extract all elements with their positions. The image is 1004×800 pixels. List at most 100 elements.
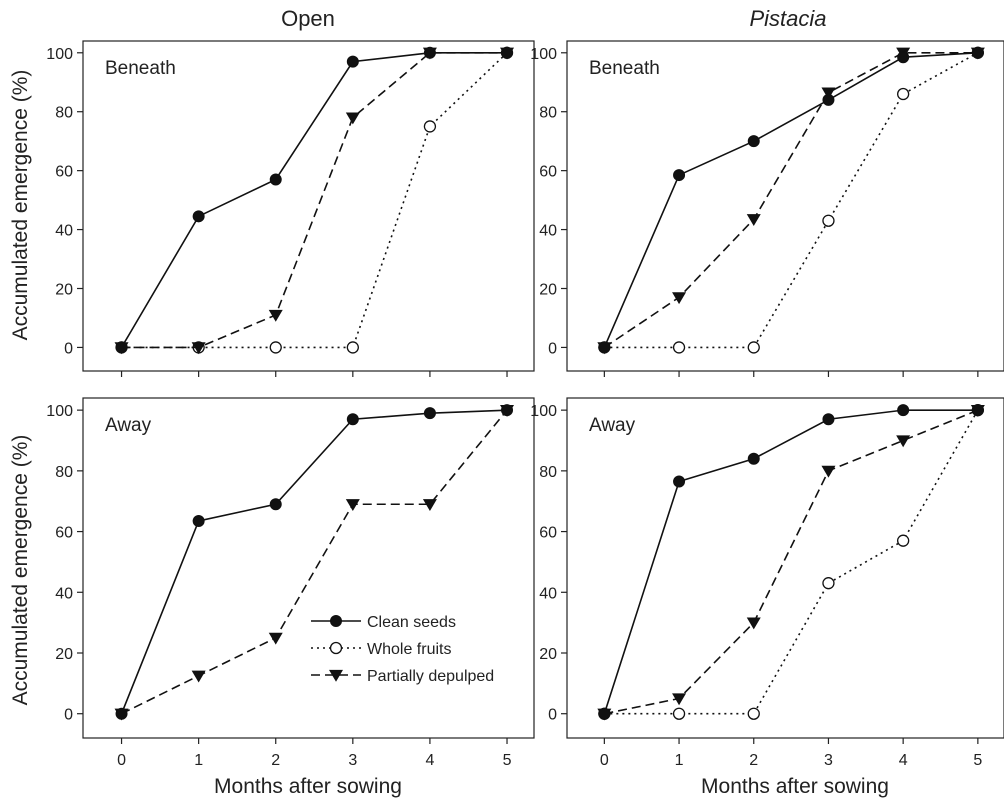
plot-frame [82,397,535,739]
plot-frame [82,40,535,372]
series-clean [115,46,514,354]
y-tick-label: 80 [539,105,557,122]
y-tick-label: 0 [548,707,557,724]
legend: Clean seeds Whole fruits Partially depulpe… [311,614,494,685]
data-point-whole [346,341,359,354]
data-point-whole [822,577,835,590]
panel-label: Away [589,415,636,436]
series-partial [597,405,985,721]
data-point-clean [192,514,205,527]
panel-2: Beneath 0 20 40 60 80 100 [530,40,1004,377]
y-tick-label: 20 [55,282,73,299]
y-tick-label: 0 [64,340,73,357]
plot-frame [566,40,1004,372]
data-point-partial [191,342,206,355]
data-point-whole [822,214,835,227]
data-point-partial [268,309,283,322]
y-tick-label: 60 [539,525,557,542]
series-clean [115,404,514,720]
x-tick-label: 3 [348,752,357,769]
panels: Beneath020406080100Beneath020406080100Aw… [46,40,1004,769]
series-whole [115,46,514,354]
data-point-clean [822,93,835,106]
data-point-whole [672,341,686,354]
x-tick-label: 1 [675,752,684,769]
data-point-whole [672,707,686,720]
data-point-clean [192,210,205,223]
plot-frame [566,397,1004,739]
series-partial [597,47,985,355]
legend-label-clean: Clean seeds [367,614,456,631]
series-line-partial [121,51,508,349]
y-tick-label: 40 [55,223,73,240]
y-tick-label: 40 [539,585,557,602]
x-tick-label: 4 [899,752,908,769]
series-partial [114,47,515,355]
legend-marker-partial [329,669,343,682]
data-point-clean [598,341,611,354]
y-tick-label: 80 [539,464,557,481]
data-point-clean [747,452,760,465]
panel-label: Beneath [105,58,176,79]
legend-label-partial: Partially depulped [367,668,494,685]
y-tick-label: 40 [539,223,557,240]
data-point-clean [501,404,514,417]
data-point-clean [501,46,514,59]
data-point-partial [672,292,687,305]
data-point-clean [269,173,282,186]
y-tick-label: 60 [55,525,73,542]
series-line-partial [604,409,979,715]
series-clean [598,404,984,720]
series-line-clean [603,51,978,348]
data-point-partial [422,499,437,512]
legend-marker-clean [330,615,342,627]
data-point-partial [821,87,836,100]
data-point-partial [896,435,911,448]
y-tick-label: 0 [64,707,73,724]
data-point-partial [191,670,206,683]
data-point-partial [672,693,687,706]
data-point-whole [897,87,910,101]
panel-4: Away 0 20 40 60 80 100 0 1 2 3 4 5 [530,397,1004,769]
series-line-clean [603,409,978,714]
data-point-clean [346,413,359,426]
series-line-clean [120,409,508,715]
data-point-whole [897,534,910,547]
data-point-clean [598,707,611,720]
x-tick-label: 1 [194,752,203,769]
x-axis-label-right: Months after sowing [701,775,889,798]
data-point-partial [345,499,360,512]
data-point-clean [822,413,835,426]
data-point-clean [971,46,984,59]
data-point-clean [747,135,760,148]
data-point-clean [115,707,128,720]
y-axis-label-bottom: Accumulated emergence (%) [9,435,32,706]
panel-label: Away [105,415,152,436]
data-point-clean [971,404,984,417]
y-tick-label: 100 [46,403,73,420]
data-point-clean [673,475,686,488]
y-tick-label: 40 [55,585,73,602]
data-point-partial [821,465,836,478]
y-tick-label: 0 [548,340,557,357]
panel-label: Beneath [589,58,660,79]
data-point-partial [746,617,761,630]
y-tick-label: 20 [539,282,557,299]
y-tick-label: 20 [539,646,557,663]
y-tick-label: 80 [55,464,73,481]
y-tick-label: 80 [55,105,73,122]
column-title-open: Open [281,6,335,31]
y-tick-label: 60 [539,164,557,181]
data-point-clean [346,55,359,68]
x-axis-label-left: Months after sowing [214,775,402,798]
data-point-whole [747,707,760,720]
data-point-clean [115,341,128,354]
series-line-whole [121,52,508,349]
data-point-whole [269,341,282,354]
series-line-whole [604,409,979,715]
panel-3: Away 0 20 40 60 80 100 0 1 2 3 4 5 Clean seeds Whole f… [46,397,535,769]
x-tick-label: 3 [824,752,833,769]
data-point-clean [423,46,436,59]
series-line-partial [603,51,978,349]
